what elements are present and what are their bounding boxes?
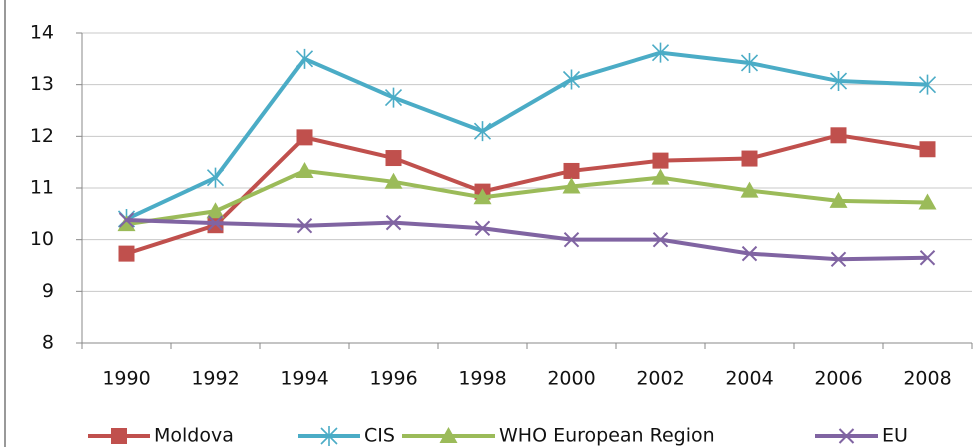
marker	[919, 141, 936, 158]
series-line	[126, 218, 928, 262]
legend-label: Moldova	[154, 425, 234, 447]
marker	[562, 69, 581, 90]
series-line	[125, 133, 928, 256]
marker	[384, 172, 403, 189]
marker	[473, 188, 492, 205]
x-tick-label: 1998	[458, 368, 506, 390]
marker	[918, 193, 937, 210]
marker	[741, 245, 758, 262]
marker	[295, 161, 314, 178]
x-tick-label: 2004	[725, 368, 773, 390]
x-tick-label: 2000	[547, 368, 595, 390]
x-tick-label: 1994	[280, 368, 328, 390]
marker	[740, 52, 759, 73]
y-tick-label: 13	[30, 73, 54, 95]
marker	[296, 218, 313, 234]
marker	[563, 231, 580, 248]
legend-label: EU	[882, 425, 908, 447]
x-tick-label: 1992	[191, 368, 239, 390]
legend-label: WHO European Region	[499, 425, 715, 447]
y-tick-label: 9	[42, 280, 54, 302]
marker	[384, 87, 403, 108]
y-tick-label: 14	[30, 22, 54, 44]
marker	[652, 152, 669, 169]
marker	[295, 48, 314, 69]
marker	[111, 428, 127, 444]
marker	[651, 168, 670, 185]
x-tick-label: 1996	[369, 368, 417, 390]
series-line	[125, 50, 928, 221]
marker	[117, 215, 136, 232]
marker	[473, 121, 492, 142]
x-tick-label: 2008	[903, 368, 951, 390]
marker	[385, 150, 402, 167]
marker	[830, 251, 847, 268]
marker	[562, 177, 581, 194]
marker	[474, 220, 491, 237]
marker	[118, 245, 135, 262]
marker	[320, 426, 338, 446]
y-tick-label: 11	[30, 177, 54, 199]
marker	[563, 162, 580, 179]
series-line	[126, 168, 928, 227]
marker	[829, 191, 848, 208]
y-tick-label: 8	[42, 332, 54, 354]
marker	[206, 202, 225, 219]
x-tick-label: 2006	[814, 368, 862, 390]
marker	[838, 428, 855, 444]
y-tick-label: 12	[30, 125, 54, 147]
marker	[919, 250, 936, 266]
marker	[385, 214, 402, 231]
marker	[652, 231, 669, 248]
marker	[829, 71, 848, 92]
marker	[740, 181, 759, 198]
marker	[918, 74, 937, 95]
legend-label: CIS	[364, 425, 395, 447]
marker	[439, 427, 458, 443]
marker	[207, 215, 224, 231]
x-tick-label: 2002	[636, 368, 684, 390]
marker	[741, 150, 758, 167]
marker	[118, 212, 135, 228]
y-tick-label: 10	[30, 228, 54, 250]
marker	[296, 129, 313, 146]
marker	[206, 167, 225, 188]
marker	[651, 42, 670, 63]
x-tick-label: 1990	[102, 368, 150, 390]
marker	[830, 127, 847, 144]
